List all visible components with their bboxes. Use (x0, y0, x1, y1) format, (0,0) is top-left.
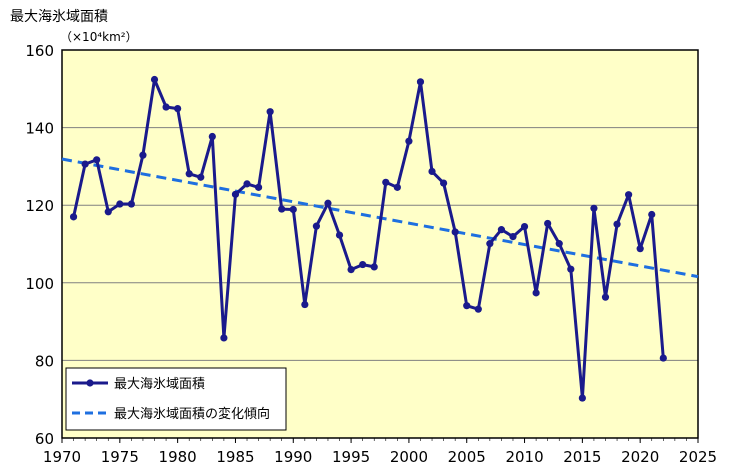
data-point (301, 300, 309, 309)
data-point (428, 167, 436, 176)
data-point (463, 302, 471, 310)
y-tick-label: 140 (25, 120, 54, 138)
data-point (648, 210, 656, 219)
data-point (474, 305, 482, 313)
y-tick-label: 100 (25, 275, 54, 293)
data-point (578, 394, 586, 402)
data-point (625, 191, 633, 199)
data-point (393, 183, 401, 191)
legend-trend-label: 最大海氷域面積の変化傾向 (114, 406, 270, 422)
data-point (451, 228, 459, 236)
data-point (324, 199, 332, 207)
data-point (69, 213, 78, 221)
x-tick-label: 2015 (563, 448, 601, 466)
data-point (370, 263, 378, 271)
x-tick-label: 1995 (332, 448, 370, 466)
data-point (93, 156, 101, 164)
x-tick-label: 2005 (448, 448, 486, 466)
x-tick-label: 2010 (505, 448, 543, 466)
x-tick-label: 1970 (43, 448, 81, 466)
data-point (278, 205, 286, 213)
data-point (150, 75, 159, 84)
y-axis-unit: （×10⁴km²） (60, 30, 138, 44)
x-tick-label: 1980 (159, 448, 197, 466)
data-point (254, 183, 263, 191)
data-point (359, 260, 367, 269)
data-point (312, 222, 320, 230)
data-point (127, 200, 135, 208)
y-tick-label: 160 (25, 42, 54, 60)
data-point (544, 219, 552, 228)
data-point (289, 205, 297, 214)
data-point (266, 108, 274, 116)
data-point (509, 233, 517, 241)
data-point (185, 170, 193, 178)
data-point (532, 289, 540, 297)
data-point (382, 178, 390, 186)
data-point (81, 160, 89, 168)
legend-series-label: 最大海氷域面積 (114, 377, 205, 392)
data-point (497, 226, 506, 234)
data-point (486, 240, 494, 248)
data-point (567, 265, 575, 273)
data-point (405, 137, 413, 145)
data-point (208, 132, 216, 141)
data-point (601, 293, 610, 301)
plot-border (61, 49, 699, 439)
data-point (555, 240, 563, 248)
data-point (174, 104, 182, 113)
y-tick-label: 80 (35, 352, 54, 370)
data-point (139, 151, 147, 159)
y-tick-label: 60 (35, 430, 54, 448)
data-point (116, 200, 124, 208)
x-tick-label: 2025 (679, 448, 717, 466)
data-point (659, 354, 667, 362)
legend-series-marker (86, 379, 94, 387)
data-point (335, 231, 344, 239)
data-point (520, 222, 529, 231)
data-point (613, 220, 621, 228)
data-point (231, 190, 240, 198)
x-tick-label: 1985 (216, 448, 254, 466)
data-point (347, 266, 355, 274)
data-point (636, 245, 644, 253)
y-tick-label: 120 (25, 197, 54, 215)
data-point (243, 180, 251, 188)
data-point (590, 204, 598, 212)
data-point (197, 173, 205, 181)
data-point (440, 179, 448, 187)
series-line (72, 78, 665, 400)
data-point (416, 78, 425, 86)
x-tick-label: 1975 (101, 448, 139, 466)
legend-box (65, 367, 287, 431)
x-tick-label: 2020 (621, 448, 659, 466)
y-axis-title: 最大海氷域面積 (10, 9, 108, 25)
data-point (162, 103, 170, 111)
x-tick-label: 1990 (274, 448, 312, 466)
data-point (104, 208, 112, 216)
data-point (220, 334, 228, 342)
x-tick-label: 2000 (390, 448, 428, 466)
